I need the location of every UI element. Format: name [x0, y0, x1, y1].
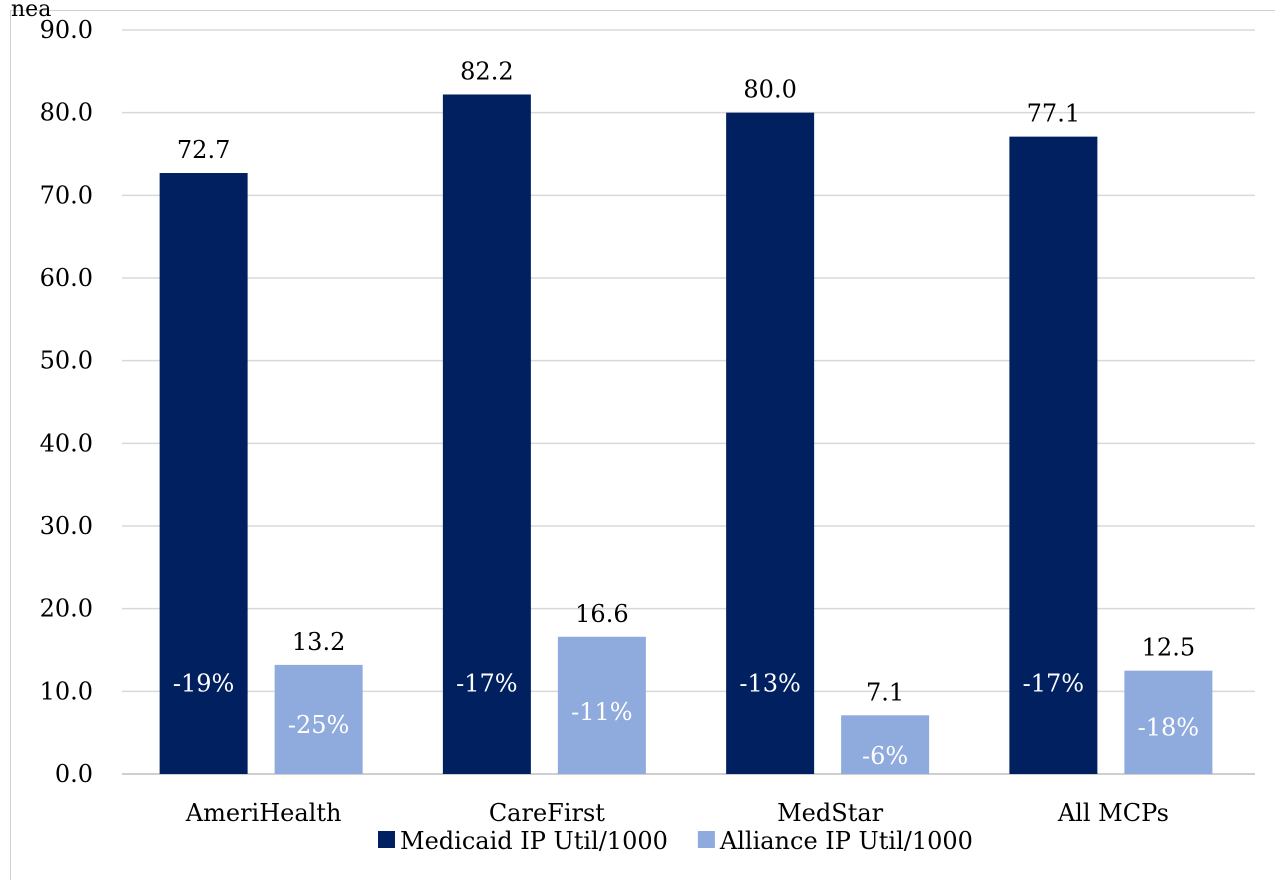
clipped-top-text: nea: [11, 0, 52, 22]
y-tick-label: 90.0: [40, 16, 93, 44]
change-label: -18%: [1138, 714, 1199, 742]
data-label: 77.1: [1027, 100, 1080, 128]
bar-medicaid: [442, 94, 531, 775]
data-label: 72.7: [177, 136, 230, 164]
bar-alliance: [1124, 670, 1213, 774]
bar-alliance: [557, 636, 646, 774]
y-tick-label: 70.0: [40, 181, 93, 209]
y-tick-label: 20.0: [40, 595, 93, 623]
y-tick-label: 10.0: [40, 677, 93, 705]
data-label: 13.2: [292, 628, 345, 656]
change-label: -17%: [456, 669, 517, 697]
category-label: All MCPs: [1057, 799, 1169, 827]
y-tick-label: 60.0: [40, 264, 93, 292]
bar-medicaid: [1009, 136, 1098, 774]
y-tick-label: 80.0: [40, 99, 93, 127]
category-label: MedStar: [777, 799, 884, 827]
chart-frame: nea: [10, 0, 1275, 880]
bar-alliance: [274, 664, 363, 774]
bar-medicaid: [726, 112, 815, 774]
data-label: 12.5: [1142, 634, 1195, 662]
data-label: 7.1: [866, 678, 904, 706]
category-label: CareFirst: [489, 799, 605, 827]
change-label: -13%: [739, 669, 800, 697]
category-label: AmeriHealth: [185, 799, 342, 827]
data-label: 16.6: [575, 600, 628, 628]
change-label: -25%: [288, 711, 349, 739]
data-label: 82.2: [460, 57, 513, 85]
legend-swatch: [378, 831, 395, 848]
data-label: 80.0: [743, 76, 796, 104]
change-label: -19%: [173, 669, 234, 697]
bar-alliance: [841, 715, 930, 774]
y-tick-label: 40.0: [40, 429, 93, 457]
y-tick-label: 0.0: [55, 760, 93, 788]
legend-label: Medicaid IP Util/1000: [400, 827, 668, 855]
y-tick-label: 50.0: [40, 347, 93, 375]
legend-swatch: [697, 831, 715, 848]
change-label: -6%: [862, 742, 908, 770]
legend-label: Alliance IP Util/1000: [719, 827, 973, 855]
change-label: -17%: [1023, 669, 1084, 697]
change-label: -11%: [571, 698, 632, 726]
y-tick-label: 30.0: [40, 512, 93, 540]
bar-medicaid: [159, 173, 248, 775]
